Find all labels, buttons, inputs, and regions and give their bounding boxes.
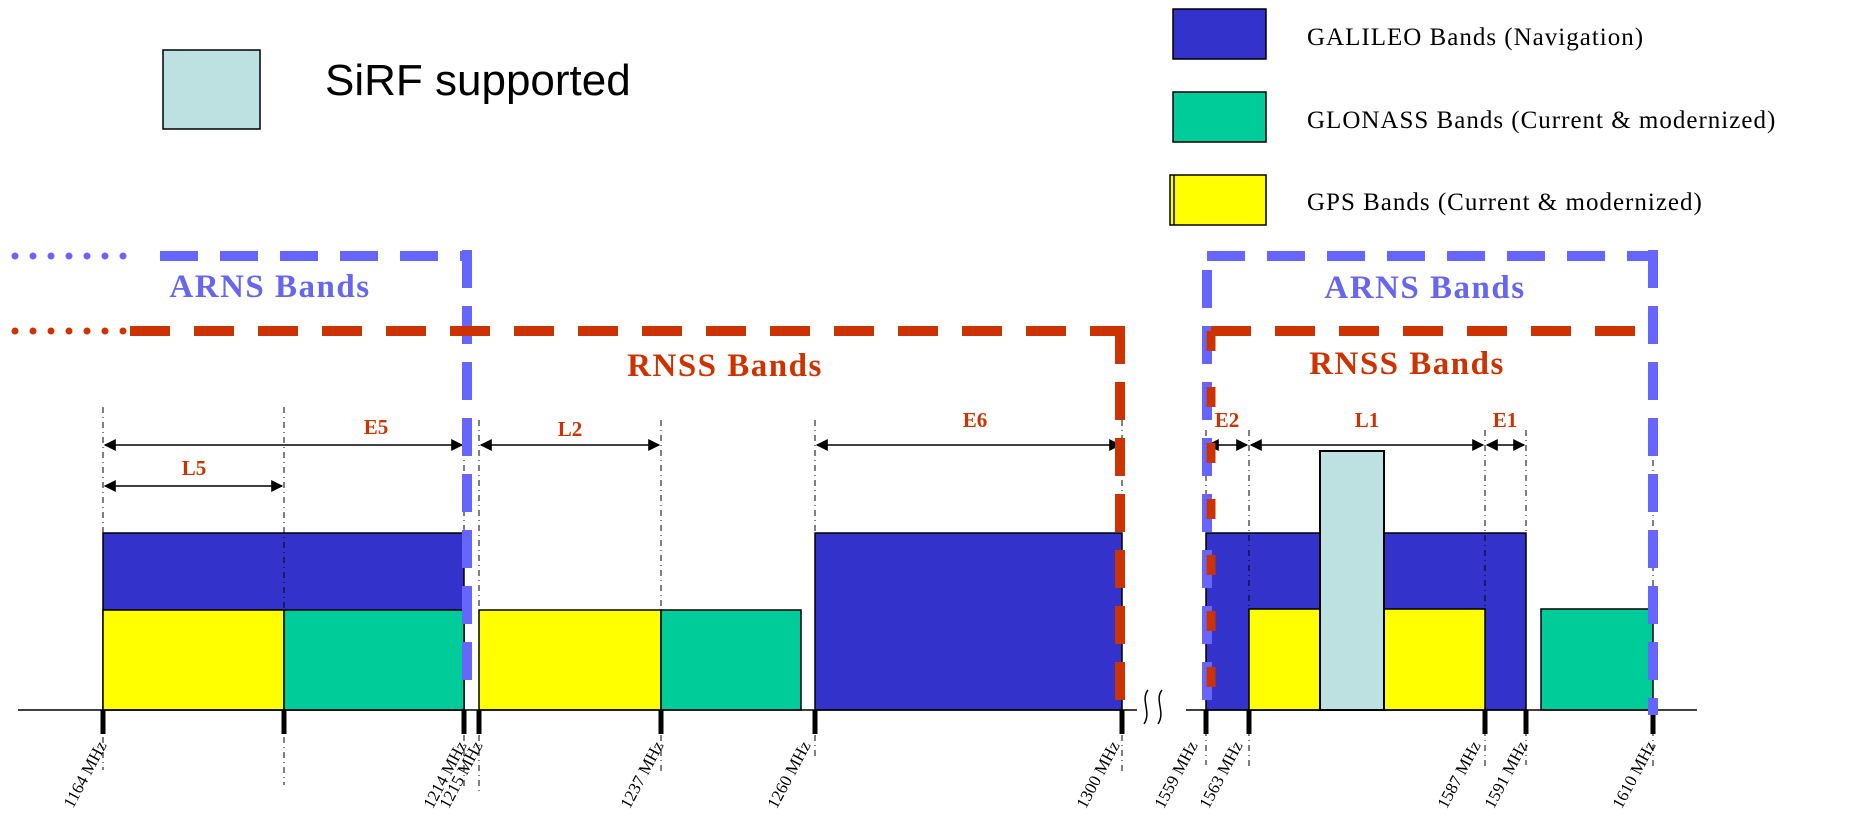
- gps-l2-band: [478, 609, 662, 711]
- legend-gps-swatch: [1169, 174, 1267, 226]
- arns-right-label: ARNS Bands: [1324, 270, 1525, 306]
- signal-label-e5: E5: [364, 415, 389, 439]
- arns-left-region: [11, 250, 472, 690]
- glonass-l1-band: [1540, 608, 1654, 711]
- sirf-l1-band: [1319, 450, 1385, 711]
- freq-label-1559: 1559 MHz: [1150, 738, 1201, 812]
- legend-galileo-swatch: [1172, 8, 1267, 60]
- signal-label-e6: E6: [963, 408, 988, 432]
- axis-break-mark: [1143, 689, 1163, 725]
- signal-label-e2: E2: [1215, 408, 1240, 432]
- signal-label-l5: L5: [182, 456, 207, 480]
- glonass-l2-band: [660, 609, 802, 711]
- rnss-left-label: RNSS Bands: [627, 348, 823, 384]
- legend-glonass-label: GLONASS Bands (Current & modernized): [1307, 107, 1776, 134]
- legend-glonass-swatch: [1172, 91, 1267, 143]
- rnss-left-region: [11, 326, 1125, 700]
- legend-sirf-swatch: [162, 49, 261, 130]
- freq-label-1587: 1587 MHz: [1433, 738, 1484, 812]
- legend-gps-label: GPS Bands (Current & modernized): [1307, 189, 1703, 216]
- signal-label-l1: L1: [1355, 408, 1380, 432]
- galileo-e6-band: [814, 532, 1123, 711]
- freq-label-1563: 1563 MHz: [1195, 738, 1246, 812]
- glonass-l5-band: [283, 609, 465, 711]
- gps-l5-band: [102, 609, 285, 711]
- freq-label-1610: 1610 MHz: [1608, 738, 1659, 812]
- rnss-right-label: RNSS Bands: [1309, 346, 1505, 382]
- axis-ticks: [100, 710, 1656, 734]
- freq-label-1237: 1237 MHz: [616, 738, 667, 812]
- legend-galileo-label: GALILEO Bands (Navigation): [1307, 24, 1644, 51]
- freq-label-1591: 1591 MHz: [1480, 738, 1531, 812]
- rnss-right-region: [1206, 326, 1650, 715]
- freq-label-1300: 1300 MHz: [1072, 738, 1123, 812]
- legend-sirf-label: SiRF supported: [325, 56, 631, 105]
- arns-left-label: ARNS Bands: [169, 269, 370, 305]
- signal-label-l2: L2: [558, 417, 583, 441]
- freq-label-1260: 1260 MHz: [763, 738, 814, 812]
- freq-label-1164: 1164 MHz: [60, 738, 111, 811]
- signal-label-e1: E1: [1493, 408, 1518, 432]
